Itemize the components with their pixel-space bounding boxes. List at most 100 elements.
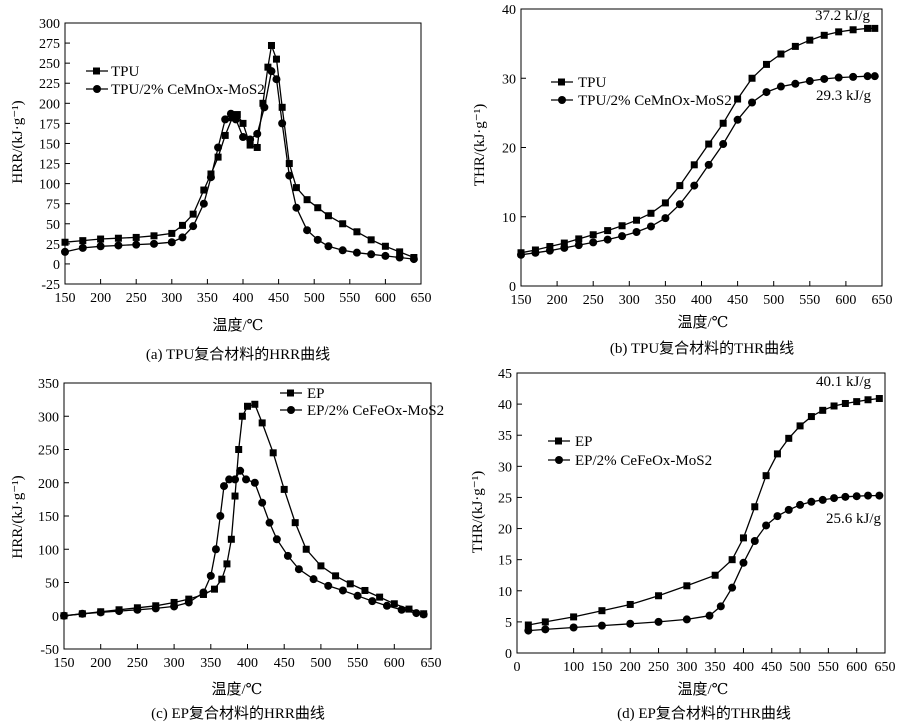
panel-a-series-1-point: [214, 143, 223, 152]
panel-d-series-0-point: [541, 618, 549, 626]
panel-a-series-1-point: [221, 115, 230, 124]
panel-d-series-line-0: [528, 397, 880, 626]
panel-b-y-tick-label: 30: [502, 72, 516, 87]
panel-b-x-tick-label: 150: [511, 293, 532, 308]
panel-c-legend-label-1: EP/2% CeFeOx-MoS2: [307, 403, 444, 419]
panel-c-series-1-point: [242, 475, 251, 484]
panel-b-series-0-point: [762, 60, 770, 68]
panel-d-plot-area: 0 100 150 200 250 300 350 400 450 500 550 600 650 0 5 1…: [498, 367, 896, 675]
panel-a-x-tick-label: 550: [339, 291, 360, 306]
panel-c-series-1-point: [225, 475, 234, 484]
panel-b-x-tick-label: 300: [619, 293, 640, 308]
panel-d-series-1-point: [864, 491, 873, 500]
panel-c-series-0-point: [235, 446, 243, 453]
panel-d-x-tick-label: 300: [676, 660, 697, 675]
panel-d-x-tick-label: 250: [648, 660, 669, 675]
panel-b-series-1-point: [863, 72, 872, 81]
panel-d-series-1-point: [875, 491, 884, 500]
panel-d-series-0-point: [807, 413, 815, 421]
panel-d-series-0-point: [524, 621, 532, 629]
panel-a-legend-marker-circle: [93, 85, 101, 93]
panel-a-series-1-point: [253, 129, 262, 138]
panel-a-series-0-point: [168, 229, 176, 237]
panel-c-ep-hrr: 150 200 250 300 350 400 450 500 550 600 650 -50 0 50 1…: [10, 377, 444, 722]
panel-c-x-tick-label: 600: [384, 656, 405, 671]
panel-d-frame: [516, 372, 886, 654]
panel-b-series-1-point: [531, 248, 540, 257]
panel-c-series-1-point: [184, 598, 193, 607]
panel-c-series-1-point: [236, 466, 245, 475]
panel-b-series-1-point: [762, 88, 771, 97]
panel-c-series-1-point: [231, 475, 240, 484]
panel-c-series-0-point: [227, 535, 235, 543]
panel-c-y-tick-label: 250: [38, 444, 59, 459]
panel-c-legend: EP EP/2% CeFeOx-MoS2: [280, 386, 444, 419]
panel-c-x-tick-label: 350: [200, 656, 221, 671]
panel-b-x-axis-label: 温度/℃: [678, 314, 729, 331]
panel-a-series-1-point: [199, 199, 208, 208]
panel-b-series-0-point: [705, 140, 713, 148]
panel-c-caption: (c) EP复合材料的HRR曲线: [151, 704, 325, 722]
panel-d-x-tick-label: 350: [705, 660, 726, 675]
panel-b-series-0-point: [835, 28, 843, 36]
panel-b-series-1-point: [661, 214, 670, 223]
panel-c-series-0-point: [291, 519, 299, 527]
panel-a-series-0-point: [292, 184, 300, 192]
panel-c-series-1-point: [324, 581, 333, 590]
panel-c-series-1-point: [133, 605, 142, 614]
panel-d-series-0-point: [570, 613, 578, 621]
panel-a-x-tick-label: 400: [233, 291, 254, 306]
panel-b-series-1-point: [690, 181, 699, 190]
panel-a-y-tick-label: 150: [39, 137, 60, 152]
panel-a-series-0-point: [178, 221, 186, 229]
panel-b-series-1-point: [545, 246, 554, 255]
panel-c-series-1-point: [283, 551, 292, 560]
panel-d-series-0-point: [751, 503, 759, 511]
panel-c-series-0-point: [361, 586, 369, 594]
panel-a-series-1-point: [178, 233, 187, 242]
panel-b-annotation-0: 37.2 kJ/g: [815, 8, 871, 24]
panel-d-series-0-point: [762, 472, 770, 480]
panel-b-series-1-point: [719, 140, 728, 149]
panel-d-legend: EP EP/2% CeFeOx-MoS2: [548, 434, 712, 469]
panel-d-series-0-point: [796, 422, 804, 430]
panel-a-series-1-point: [246, 135, 255, 144]
panel-a-series-1-point: [260, 103, 269, 112]
panel-a-x-tick-label: 450: [268, 291, 289, 306]
panel-b-legend-label-0: TPU: [578, 75, 607, 91]
panel-c-series-1-point: [206, 571, 215, 580]
panel-d-series-1-point: [762, 521, 771, 530]
panel-b-tpu-thr: 150 200 250 300 350 400 450 500 550 600 650 0 10 20 30…: [472, 3, 893, 357]
panel-c-y-tick-label: 150: [38, 510, 59, 525]
panel-c-legend-marker-square: [287, 389, 294, 397]
panel-d-series-1-point: [626, 619, 635, 628]
panel-c-series-line-0: [63, 403, 424, 617]
panel-a-x-axis-label: 温度/℃: [213, 317, 264, 334]
panel-d-x-tick-label: 150: [591, 660, 612, 675]
panel-a-series-1-point: [231, 115, 240, 124]
panel-c-x-tick-label: 300: [164, 656, 185, 671]
panel-a-series-1-point: [226, 109, 235, 118]
panel-b-x-tick-label: 600: [835, 293, 856, 308]
panel-b-series-0-point: [618, 222, 626, 230]
panel-a-y-tick-label: 175: [39, 117, 60, 132]
panel-c-x-tick-label: 200: [90, 656, 111, 671]
panel-b-series-1-point: [805, 77, 814, 86]
panel-d-series-0-point: [728, 556, 736, 564]
panel-c-y-tick-label: 200: [38, 477, 59, 492]
panel-b-series-0-point: [748, 74, 756, 82]
panel-d-y-tick-label: 5: [505, 616, 512, 631]
panel-a-series-1-point: [292, 203, 301, 212]
panel-a-series-1-point: [114, 241, 123, 250]
panel-a-caption: (a) TPU复合材料的HRR曲线: [146, 345, 330, 363]
panel-b-legend-label-1: TPU/2% CeMnOx-MoS2: [578, 93, 732, 109]
panel-c-series-1-point: [294, 565, 303, 574]
panel-a-series-0-point: [314, 204, 322, 212]
panel-c-x-axis-label: 温度/℃: [212, 681, 263, 698]
panel-a-series-1-point: [150, 239, 158, 248]
panel-c-series-1-point: [412, 609, 421, 618]
panel-c-series-0-point: [332, 572, 340, 580]
panel-a-series-1-point: [324, 242, 333, 251]
panel-b-series-0-point: [849, 26, 857, 34]
panel-a-legend-marker-square: [93, 67, 100, 75]
